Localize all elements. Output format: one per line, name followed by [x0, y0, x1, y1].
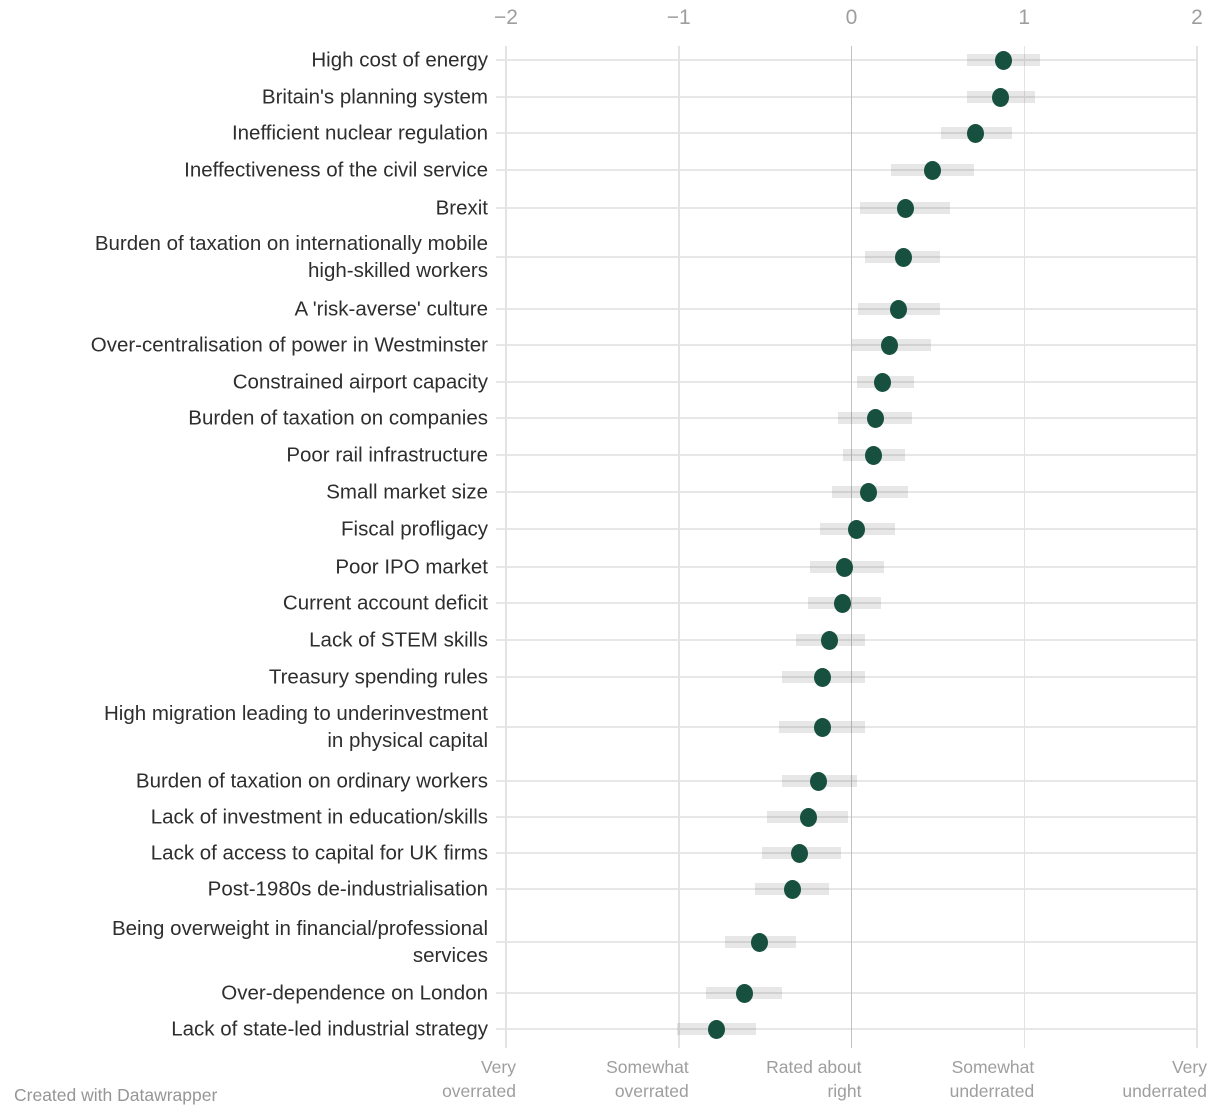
- vertical-gridline: [1023, 46, 1025, 1048]
- data-point-dot[interactable]: [735, 983, 753, 1003]
- data-point-dot[interactable]: [813, 717, 831, 737]
- row-gridline: [496, 96, 1197, 98]
- row-gridline: [496, 941, 1197, 943]
- data-point-dot[interactable]: [889, 299, 907, 319]
- row-gridline: [496, 852, 1197, 854]
- data-point-dot[interactable]: [865, 445, 883, 465]
- row-label: Burden of taxation on internationally mo…: [94, 232, 488, 282]
- axis-tick-label-bottom: Very overrated: [442, 1057, 516, 1101]
- row-gridline: [496, 491, 1197, 493]
- data-point-dot[interactable]: [867, 408, 885, 428]
- row-gridline: [496, 992, 1197, 994]
- row-gridline: [496, 169, 1197, 171]
- row-label: Over-dependence on London: [221, 981, 488, 1005]
- axis-tick-label-bottom: Very underrated: [1122, 1057, 1207, 1101]
- row-label: Inefficient nuclear regulation: [231, 121, 488, 145]
- row-label: Constrained airport capacity: [232, 370, 488, 394]
- data-point-dot[interactable]: [967, 123, 985, 143]
- data-point-dot[interactable]: [834, 593, 852, 613]
- data-point-dot[interactable]: [874, 372, 892, 392]
- row-gridline: [496, 676, 1197, 678]
- data-point-dot[interactable]: [820, 630, 838, 650]
- row-label: Current account deficit: [282, 591, 488, 615]
- data-point-dot[interactable]: [708, 1019, 726, 1039]
- row-gridline: [496, 816, 1197, 818]
- row-gridline: [496, 308, 1197, 310]
- row-label: Lack of investment in education/skills: [150, 805, 488, 829]
- data-point-dot[interactable]: [810, 771, 828, 791]
- row-gridline: [496, 417, 1197, 419]
- row-label: Lack of state-led industrial strategy: [171, 1017, 488, 1041]
- row-gridline: [496, 256, 1197, 258]
- axis-tick-label-top: −1: [666, 6, 691, 29]
- row-label: Lack of access to capital for UK firms: [150, 841, 488, 865]
- row-label: Post-1980s de-industrialisation: [207, 877, 488, 901]
- row-gridline: [496, 639, 1197, 641]
- zero-gridline: [850, 46, 853, 1048]
- row-label: Burden of taxation on ordinary workers: [135, 769, 488, 793]
- row-gridline: [496, 132, 1197, 134]
- data-point-dot[interactable]: [896, 198, 914, 218]
- data-point-dot[interactable]: [894, 247, 912, 267]
- row-label: A 'risk-averse' culture: [294, 297, 488, 321]
- row-gridline: [496, 888, 1197, 890]
- axis-tick-label-top: −2: [494, 6, 518, 29]
- row-gridline: [496, 344, 1197, 346]
- data-point-dot[interactable]: [991, 87, 1009, 107]
- vertical-gridline: [505, 46, 507, 1048]
- data-point-dot[interactable]: [784, 879, 802, 899]
- axis-tick-label-bottom: Somewhat overrated: [606, 1057, 689, 1101]
- data-point-dot[interactable]: [881, 335, 898, 355]
- row-gridline: [496, 726, 1197, 728]
- row-label: High cost of energy: [311, 48, 488, 72]
- row-label: Poor IPO market: [335, 555, 488, 579]
- row-gridline: [496, 1028, 1197, 1030]
- data-point-dot[interactable]: [836, 557, 854, 577]
- row-gridline: [496, 780, 1197, 782]
- row-gridline: [496, 454, 1197, 456]
- row-label: Poor rail infrastructure: [286, 443, 488, 467]
- axis-tick-label-bottom: Somewhat underrated: [949, 1057, 1035, 1101]
- data-point-dot[interactable]: [799, 807, 817, 827]
- axis-tick-label-bottom: Rated about right: [766, 1057, 862, 1101]
- row-label: Ineffectiveness of the civil service: [184, 158, 488, 182]
- vertical-gridline: [678, 46, 680, 1048]
- row-label: Treasury spending rules: [268, 665, 488, 689]
- row-label: High migration leading to underinvestmen…: [103, 702, 488, 752]
- data-point-dot[interactable]: [848, 519, 866, 539]
- row-label: Small market size: [326, 480, 488, 504]
- row-gridline: [496, 528, 1197, 530]
- row-label: Fiscal profligacy: [341, 517, 488, 541]
- axis-tick-label-top: 1: [1018, 6, 1031, 29]
- row-label: Britain's planning system: [261, 85, 488, 109]
- data-point-dot[interactable]: [995, 50, 1013, 70]
- vertical-gridline: [1196, 46, 1198, 1048]
- datawrapper-credit[interactable]: Created with Datawrapper: [14, 1085, 218, 1105]
- row-label: Lack of STEM skills: [309, 628, 488, 652]
- row-label: Brexit: [435, 196, 488, 220]
- row-gridline: [496, 381, 1197, 383]
- data-point-dot[interactable]: [860, 482, 878, 502]
- axis-tick-label-top: 2: [1191, 6, 1203, 29]
- data-point-dot[interactable]: [924, 160, 942, 180]
- data-point-dot[interactable]: [791, 843, 809, 863]
- axis-tick-label-top: 0: [845, 6, 858, 29]
- row-label: Over-centralisation of power in Westmins…: [90, 333, 488, 357]
- data-point-dot[interactable]: [751, 932, 769, 952]
- row-gridline: [496, 207, 1197, 209]
- row-gridline: [496, 59, 1197, 61]
- data-point-dot[interactable]: [813, 667, 831, 687]
- row-label: Burden of taxation on companies: [188, 406, 488, 430]
- row-label: Being overweight in financial/profession…: [111, 917, 488, 967]
